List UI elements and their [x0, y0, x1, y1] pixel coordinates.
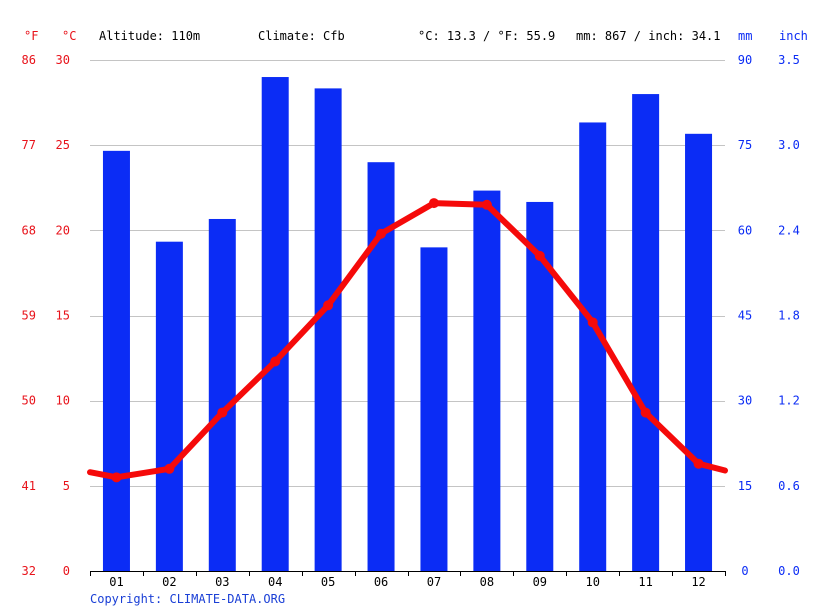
precip-bar-11	[632, 94, 660, 572]
temperature-line-path	[87, 200, 728, 481]
total-precipitation-label: mm: 867 / inch: 34.1	[576, 29, 721, 43]
altitude-label: Altitude: 110m	[99, 29, 200, 43]
celsius-tick-label: 15	[56, 309, 70, 323]
fahrenheit-tick-label: 59	[22, 309, 36, 323]
temp-point-04	[270, 356, 281, 367]
fahrenheit-tick-label: 41	[22, 479, 36, 493]
celsius-tick-label: 0	[63, 564, 70, 578]
mm-tick-label: 0	[741, 564, 748, 578]
mm-tick-label: 30	[738, 394, 752, 408]
temp-point-03	[217, 407, 228, 418]
climate-label: Climate: Cfb	[258, 29, 345, 43]
celsius-tick-label: 25	[56, 138, 70, 152]
fahrenheit-unit-label: °F	[24, 29, 38, 43]
month-label-05: 05	[321, 575, 335, 589]
precip-bar-01	[102, 150, 130, 571]
mm-unit-label: mm	[738, 29, 752, 43]
month-label-02: 02	[162, 575, 176, 589]
temperature-line	[87, 198, 728, 483]
celsius-tick-label: 30	[56, 53, 70, 67]
temp-point-09	[534, 250, 545, 261]
precip-bar-03	[208, 218, 236, 571]
temp-point-12	[693, 458, 704, 469]
axes	[90, 571, 726, 576]
month-label-11: 11	[638, 575, 652, 589]
inch-tick-label: 0.0	[778, 564, 800, 578]
inch-tick-label: 1.2	[778, 394, 800, 408]
mm-tick-label: 75	[738, 138, 752, 152]
mm-tick-label: 45	[738, 309, 752, 323]
fahrenheit-tick-label: 68	[22, 223, 36, 237]
celsius-tick-label: 10	[56, 394, 70, 408]
precip-bar-05	[314, 88, 342, 571]
inch-tick-label: 0.6	[778, 479, 800, 493]
temp-point-08	[481, 199, 492, 210]
month-label-03: 03	[215, 575, 229, 589]
celsius-unit-label: °C	[62, 29, 76, 43]
month-label-08: 08	[480, 575, 494, 589]
precip-bar-06	[367, 162, 395, 571]
precip-bar-10	[579, 122, 607, 571]
temp-point-01	[111, 472, 122, 483]
inch-tick-label: 3.0	[778, 138, 800, 152]
celsius-tick-label: 5	[63, 479, 70, 493]
month-label-07: 07	[427, 575, 441, 589]
average-temperature-label: °C: 13.3 / °F: 55.9	[418, 29, 555, 43]
temp-point-07	[428, 198, 439, 209]
inch-tick-label: 2.4	[778, 223, 800, 237]
mm-tick-label: 90	[738, 53, 752, 67]
month-label-01: 01	[109, 575, 123, 589]
fahrenheit-tick-label: 77	[22, 138, 36, 152]
inch-unit-label: inch	[779, 29, 808, 43]
fahrenheit-tick-label: 32	[22, 564, 36, 578]
mm-tick-label: 15	[738, 479, 752, 493]
precip-bar-08	[473, 190, 501, 572]
tick-labels: 01 02 03 04 05 06 07 08 09 10 11 12 32 0 0 0.0 41 5 15 0.6 5…	[22, 53, 800, 589]
precip-bar-12	[685, 133, 713, 572]
fahrenheit-tick-label: 86	[22, 53, 36, 67]
gridlines	[90, 60, 725, 487]
precipitation-bars	[102, 77, 713, 572]
month-label-06: 06	[374, 575, 388, 589]
precip-bar-07	[420, 247, 448, 571]
copyright-link[interactable]: Copyright: CLIMATE-DATA.ORG	[90, 592, 285, 606]
temp-point-10	[587, 317, 598, 328]
precip-bar-04	[261, 77, 289, 572]
celsius-tick-label: 20	[56, 223, 70, 237]
temp-point-11	[640, 407, 651, 418]
inch-tick-label: 3.5	[778, 53, 800, 67]
temp-point-06	[376, 228, 387, 239]
month-label-04: 04	[268, 575, 282, 589]
fahrenheit-tick-label: 50	[22, 394, 36, 408]
precip-bar-02	[155, 241, 183, 571]
month-label-09: 09	[533, 575, 547, 589]
inch-tick-label: 1.8	[778, 309, 800, 323]
month-label-12: 12	[691, 575, 705, 589]
month-label-10: 10	[585, 575, 599, 589]
mm-tick-label: 60	[738, 223, 752, 237]
temp-point-05	[323, 300, 334, 311]
temp-point-02	[164, 463, 175, 474]
